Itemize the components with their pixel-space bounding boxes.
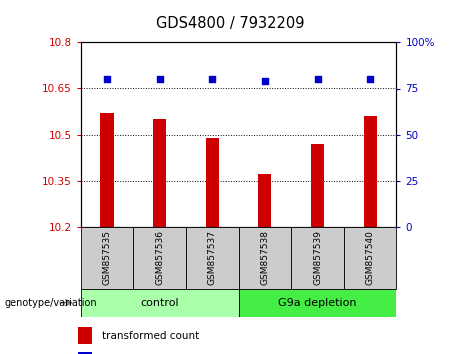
- Point: [314, 76, 321, 82]
- Bar: [364, 116, 377, 227]
- Text: GSM857536: GSM857536: [155, 230, 164, 285]
- Point: [261, 78, 269, 84]
- Text: GSM857539: GSM857539: [313, 230, 322, 285]
- Point: [366, 76, 374, 82]
- Bar: [100, 113, 113, 227]
- Text: control: control: [140, 298, 179, 308]
- Text: GSM857535: GSM857535: [102, 230, 112, 285]
- Text: transformed count: transformed count: [102, 331, 199, 341]
- Text: GSM857540: GSM857540: [366, 230, 375, 285]
- Bar: [186, 227, 239, 289]
- Text: G9a depletion: G9a depletion: [278, 298, 357, 308]
- Text: GSM857538: GSM857538: [260, 230, 269, 285]
- Bar: [344, 227, 396, 289]
- Point: [103, 76, 111, 82]
- Bar: [311, 144, 324, 227]
- Bar: [239, 289, 396, 317]
- Bar: [133, 227, 186, 289]
- Bar: [206, 138, 219, 227]
- Point: [208, 76, 216, 82]
- Bar: [81, 227, 133, 289]
- Bar: [153, 119, 166, 227]
- Bar: [291, 227, 344, 289]
- Text: GDS4800 / 7932209: GDS4800 / 7932209: [156, 16, 305, 31]
- Bar: [78, 327, 92, 344]
- Text: GSM857537: GSM857537: [208, 230, 217, 285]
- Text: genotype/variation: genotype/variation: [5, 298, 97, 308]
- Bar: [239, 227, 291, 289]
- Bar: [78, 352, 92, 354]
- Bar: [81, 289, 239, 317]
- Point: [156, 76, 163, 82]
- Bar: [258, 175, 272, 227]
